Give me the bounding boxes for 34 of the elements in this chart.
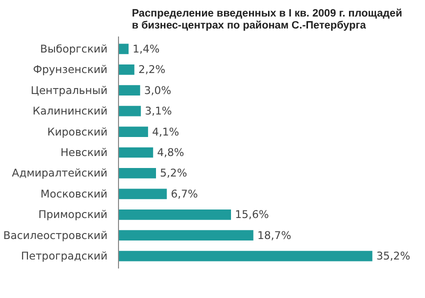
bar bbox=[118, 230, 254, 241]
y-tick-label: Адмиралтейский bbox=[12, 166, 108, 180]
bar bbox=[118, 147, 154, 158]
y-tick-label: Петроградский bbox=[21, 250, 108, 263]
data-label: 5,2% bbox=[160, 166, 188, 180]
data-label: 35,2% bbox=[376, 250, 410, 263]
bar bbox=[118, 44, 129, 54]
data-label: 3,0% bbox=[144, 84, 172, 97]
bar bbox=[118, 188, 167, 200]
y-tick-label: Московский bbox=[40, 187, 108, 200]
y-tick-label: Кировский bbox=[47, 125, 108, 138]
y-tick-label: Калининский bbox=[32, 104, 108, 118]
bar bbox=[118, 209, 231, 220]
y-tick-label: Центральный bbox=[30, 84, 108, 97]
data-label: 6,7% bbox=[170, 187, 198, 200]
bar bbox=[118, 126, 148, 137]
bar bbox=[118, 168, 156, 178]
y-tick-label: Василеостровский bbox=[3, 228, 108, 242]
data-label: 4,1% bbox=[152, 125, 180, 138]
bar bbox=[118, 250, 372, 262]
data-label: 18,7% bbox=[257, 228, 292, 242]
bar bbox=[118, 106, 141, 116]
data-label: 2,2% bbox=[138, 63, 166, 76]
y-tick-label: Невский bbox=[60, 146, 108, 159]
y-tick-label: Выборгский bbox=[40, 42, 108, 56]
data-label: 3,1% bbox=[144, 104, 172, 118]
data-label: 4,8% bbox=[157, 146, 184, 159]
y-tick-label: Приморский bbox=[38, 208, 108, 222]
chart-title: Распределение введенных в I кв. 2009 г. площадей в бизнес-центрах по районам С.-Петербурга bbox=[132, 8, 402, 32]
bar bbox=[118, 64, 134, 75]
y-tick-label: Фрунзенский bbox=[32, 63, 108, 76]
bar bbox=[118, 85, 140, 96]
data-label: 1,4% bbox=[132, 42, 160, 56]
data-label: 15,6% bbox=[235, 208, 269, 222]
